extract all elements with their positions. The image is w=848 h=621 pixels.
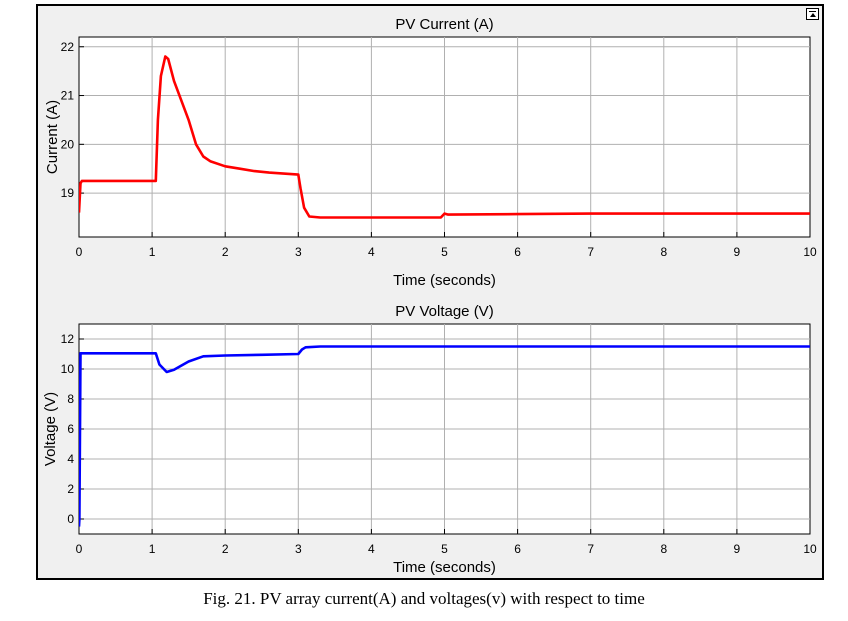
voltage-xtick-label: 0 xyxy=(76,542,83,556)
current-tick-labels: 0 1 2 3 4 5 6 7 8 9 10 19 20 21 22 xyxy=(61,40,817,259)
voltage-series-line xyxy=(79,345,810,527)
current-xlabel: Time (seconds) xyxy=(393,272,496,289)
voltage-xtick-label: 7 xyxy=(587,542,594,556)
voltage-xtick-label: 2 xyxy=(222,542,229,556)
figure-caption: Fig. 21. PV array current(A) and voltage… xyxy=(203,589,645,608)
current-xtick-label: 0 xyxy=(76,245,83,259)
voltage-ytick-label: 6 xyxy=(67,422,74,436)
voltage-xtick-label: 4 xyxy=(368,542,375,556)
current-ytick-label: 22 xyxy=(61,40,75,54)
current-title: PV Current (A) xyxy=(395,16,493,33)
voltage-xtick-label: 10 xyxy=(803,542,817,556)
current-xtick-label: 3 xyxy=(295,245,302,259)
voltage-ylabel: Voltage (V) xyxy=(42,392,59,466)
voltage-series xyxy=(79,345,810,527)
voltage-ytick-label: 0 xyxy=(67,512,74,526)
current-xtick-label: 6 xyxy=(514,245,521,259)
voltage-grid xyxy=(79,324,810,534)
current-series-line xyxy=(79,55,810,219)
voltage-xtick-label: 1 xyxy=(149,542,156,556)
current-ytick-label: 20 xyxy=(61,137,75,151)
voltage-ytick-label: 8 xyxy=(67,392,74,406)
current-ytick-label: 21 xyxy=(61,89,75,103)
voltage-xtick-label: 5 xyxy=(441,542,448,556)
voltage-xtick-label: 8 xyxy=(660,542,667,556)
voltage-ytick-label: 2 xyxy=(67,482,74,496)
voltage-xtick-label: 9 xyxy=(734,542,741,556)
current-xtick-label: 1 xyxy=(149,245,156,259)
voltage-ytick-label: 10 xyxy=(61,362,75,376)
current-xtick-label: 7 xyxy=(587,245,594,259)
current-series xyxy=(79,55,810,219)
current-xtick-label: 9 xyxy=(734,245,741,259)
voltage-ytick-label: 4 xyxy=(67,452,74,466)
current-ytick-label: 19 xyxy=(61,186,75,200)
current-axes: 0 1 2 3 4 5 6 7 8 9 10 19 20 21 22 PV Current (A) Time… xyxy=(44,16,817,289)
current-ylabel: Current (A) xyxy=(44,100,61,174)
current-xtick-label: 5 xyxy=(441,245,448,259)
current-xtick-label: 2 xyxy=(222,245,229,259)
voltage-xtick-label: 6 xyxy=(514,542,521,556)
voltage-ytick-label: 12 xyxy=(61,332,75,346)
voltage-title: PV Voltage (V) xyxy=(395,303,493,320)
window-restore-icon[interactable] xyxy=(806,8,819,20)
voltage-xtick-label: 3 xyxy=(295,542,302,556)
voltage-xlabel: Time (seconds) xyxy=(393,559,496,576)
current-xtick-label: 8 xyxy=(660,245,667,259)
current-xtick-label: 4 xyxy=(368,245,375,259)
current-grid xyxy=(79,37,810,237)
current-xtick-label: 10 xyxy=(803,245,817,259)
